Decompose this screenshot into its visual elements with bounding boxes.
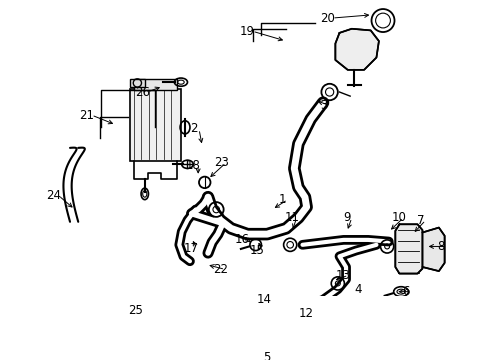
Text: 15: 15 — [250, 244, 265, 257]
Text: 8: 8 — [438, 240, 445, 253]
Text: 23: 23 — [214, 156, 229, 169]
Polygon shape — [335, 29, 379, 70]
Text: 5: 5 — [264, 351, 271, 360]
Text: 16: 16 — [235, 233, 250, 246]
Bar — [130, 79, 145, 87]
Bar — [134, 79, 177, 90]
Polygon shape — [422, 228, 444, 271]
Text: 2: 2 — [190, 122, 198, 135]
Polygon shape — [395, 224, 422, 274]
Text: 25: 25 — [128, 304, 143, 317]
Text: 3: 3 — [320, 99, 327, 112]
Text: 1: 1 — [279, 193, 287, 206]
Text: 20: 20 — [319, 12, 335, 24]
Text: 10: 10 — [391, 211, 406, 224]
Text: 22: 22 — [213, 263, 228, 276]
Text: 18: 18 — [186, 159, 201, 172]
Text: 6: 6 — [402, 285, 410, 298]
Text: 12: 12 — [299, 307, 314, 320]
Text: 4: 4 — [355, 283, 362, 296]
Text: 7: 7 — [417, 214, 424, 227]
Text: 13: 13 — [336, 269, 351, 282]
Text: 9: 9 — [343, 211, 351, 224]
Text: 19: 19 — [240, 25, 255, 38]
Bar — [130, 89, 181, 161]
Text: 11: 11 — [284, 211, 299, 224]
Text: 24: 24 — [46, 189, 61, 202]
Text: 21: 21 — [79, 108, 94, 122]
Text: 17: 17 — [184, 242, 199, 255]
Text: 14: 14 — [256, 293, 271, 306]
Text: 26: 26 — [135, 86, 150, 99]
